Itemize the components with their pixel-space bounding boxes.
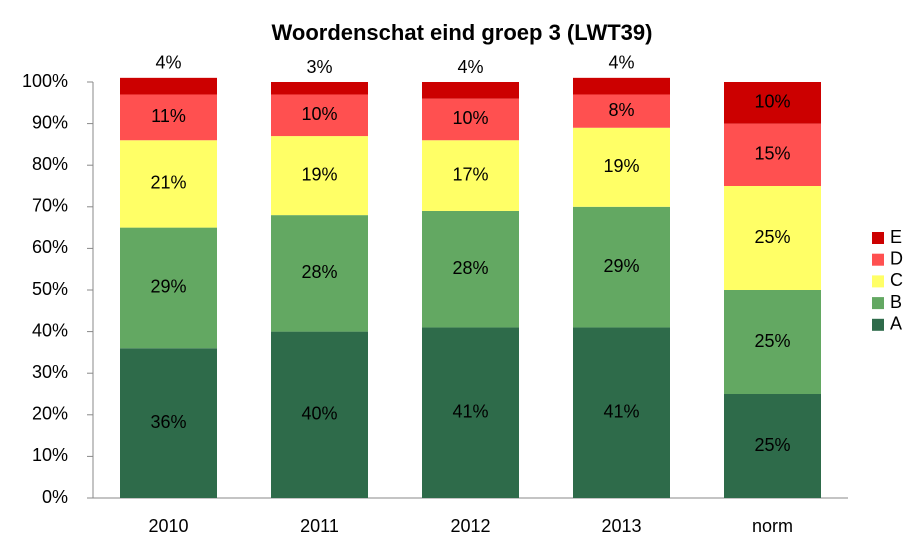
legend-swatch — [872, 275, 884, 288]
legend-label: B — [890, 292, 902, 312]
bar-segment — [271, 82, 368, 95]
data-label: 8% — [608, 100, 634, 120]
y-tick-label: 10% — [32, 445, 68, 465]
bar-segment — [120, 140, 217, 228]
legend-label: E — [890, 227, 902, 247]
y-tick-label: 100% — [22, 71, 68, 91]
data-label: 19% — [301, 164, 337, 184]
legend-swatch — [872, 297, 884, 310]
data-label: 28% — [452, 258, 488, 278]
bar-segment — [120, 94, 217, 141]
bar-segment — [271, 94, 368, 137]
legend-swatch — [872, 232, 884, 244]
data-label: 15% — [754, 144, 790, 164]
bar-segment — [271, 136, 368, 216]
data-label: 17% — [452, 164, 488, 184]
data-label: 4% — [608, 53, 634, 73]
x-tick-label: 2011 — [300, 516, 339, 536]
bar-segment — [724, 290, 821, 394]
bar-segment — [724, 394, 821, 498]
y-tick-label: 70% — [32, 196, 68, 216]
data-label: 25% — [754, 435, 790, 455]
data-label: 11% — [151, 106, 186, 126]
bar-segment — [573, 77, 670, 95]
y-tick-label: 50% — [32, 279, 68, 299]
bar-segment — [422, 327, 519, 498]
data-label: 28% — [301, 262, 337, 282]
data-label: 29% — [603, 256, 639, 276]
y-tick-label: 90% — [32, 112, 68, 132]
legend-label: C — [890, 270, 903, 290]
y-tick-label: 40% — [32, 320, 68, 340]
bar-segment — [573, 127, 670, 207]
y-tick-label: 60% — [32, 237, 68, 257]
data-label: 40% — [301, 404, 337, 424]
bar-segment — [120, 348, 217, 498]
data-label: 41% — [452, 401, 488, 421]
legend-label: A — [890, 314, 902, 334]
bar-segment — [120, 227, 217, 349]
data-label: 41% — [603, 401, 639, 421]
chart-title: Woordenschat eind groep 3 (LWT39) — [272, 20, 653, 45]
data-label: 19% — [603, 156, 639, 176]
y-tick-label: 20% — [32, 404, 68, 424]
bar-segment — [573, 94, 670, 128]
bar-segment — [422, 210, 519, 328]
bar-segment — [422, 140, 519, 211]
x-tick-label: norm — [752, 516, 793, 536]
y-tick-label: 0% — [42, 487, 68, 507]
y-tick-label: 80% — [32, 154, 68, 174]
bar-segment — [422, 82, 519, 99]
data-label: 21% — [150, 173, 186, 193]
data-label: 25% — [754, 331, 790, 351]
bar-segment — [271, 331, 368, 498]
data-label: 36% — [150, 412, 186, 432]
x-tick-label: 2013 — [601, 516, 641, 536]
data-label: 10% — [452, 108, 488, 128]
data-label: 25% — [754, 227, 790, 247]
legend-label: D — [890, 248, 903, 268]
data-label: 4% — [457, 57, 483, 77]
bar-segment — [573, 206, 670, 328]
bar-segment — [724, 82, 821, 124]
bar-segment — [120, 77, 217, 95]
legend-swatch — [872, 318, 884, 331]
bar-segment — [724, 186, 821, 290]
bar-segment — [724, 123, 821, 186]
data-label: 4% — [155, 53, 181, 73]
bar-segment — [422, 98, 519, 141]
data-label: 10% — [301, 104, 337, 124]
data-label: 10% — [754, 92, 790, 112]
legend-swatch — [872, 253, 884, 266]
x-tick-label: 2010 — [148, 516, 188, 536]
x-tick-label: 2012 — [450, 516, 490, 536]
y-tick-label: 30% — [32, 362, 68, 382]
data-label: 29% — [150, 277, 186, 297]
data-label: 3% — [306, 57, 332, 77]
bar-segment — [573, 327, 670, 498]
bar-segment — [271, 215, 368, 332]
